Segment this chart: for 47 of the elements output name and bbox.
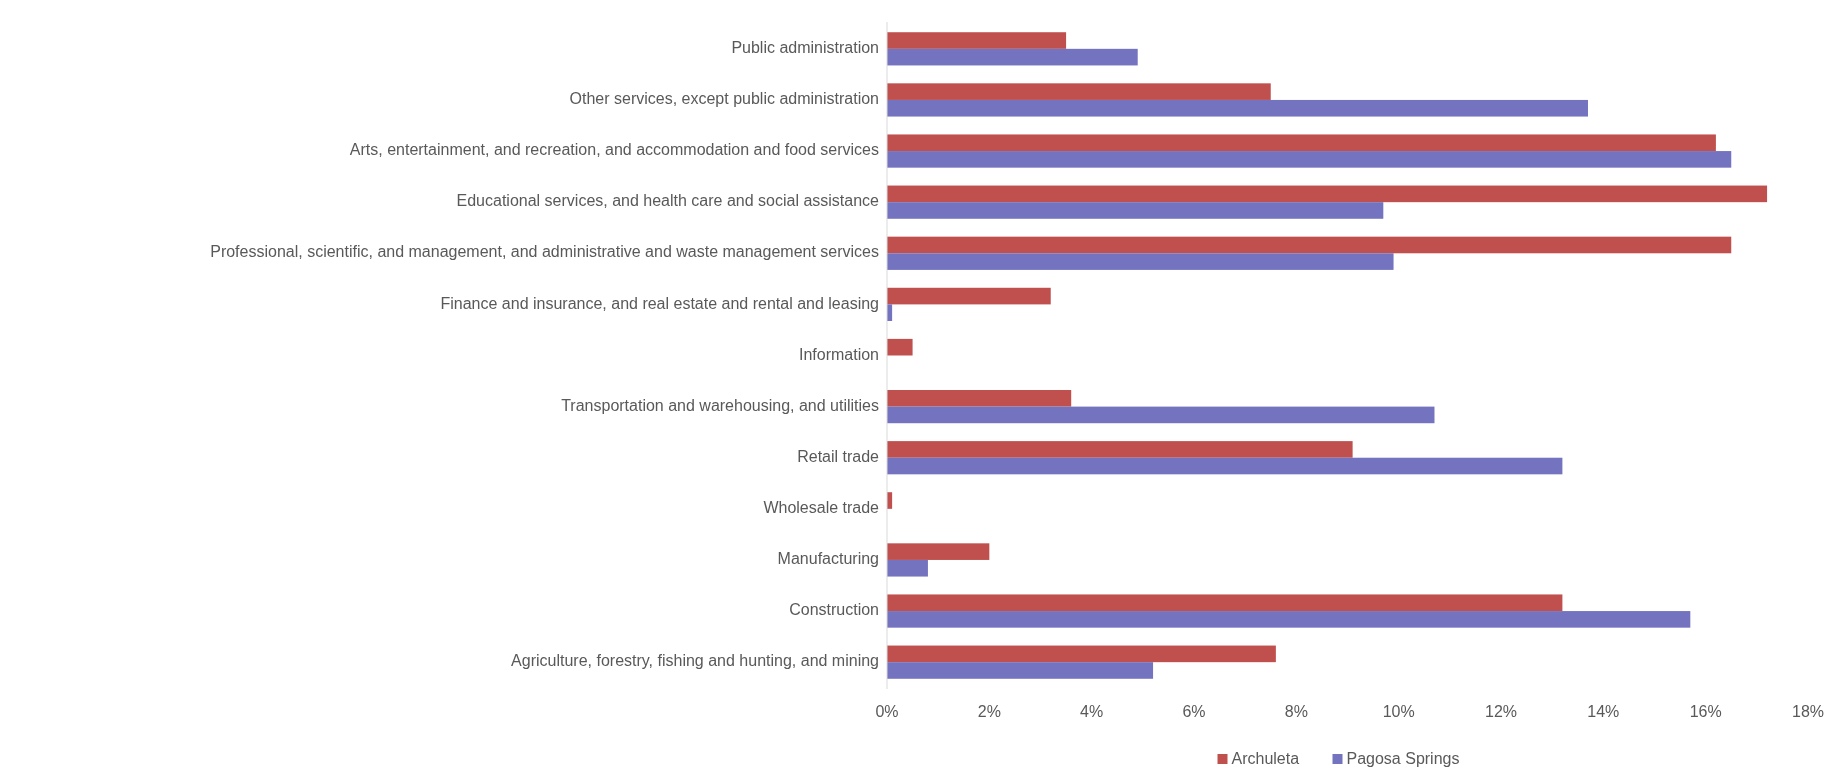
y-tick-label: Manufacturing: [777, 550, 879, 568]
x-tick-label: 10%: [1382, 703, 1415, 720]
y-tick-label: Transportation and warehousing, and utilities: [561, 396, 879, 414]
bar: [887, 390, 1072, 407]
bar: [887, 151, 1732, 168]
y-tick-label: Arts, entertainment, and recreation, and accommodation and food services: [349, 141, 879, 159]
y-tick-label: Wholesale trade: [763, 499, 880, 517]
legend-label: Archuleta: [1231, 750, 1300, 767]
bar: [887, 32, 1067, 49]
x-tick-label: 0%: [875, 703, 899, 720]
bar: [887, 185, 1768, 203]
bar: [887, 236, 1732, 254]
y-tick-label: Educational services, and health care and social assistance: [456, 192, 880, 210]
bar: [887, 543, 990, 560]
x-tick-label: 12%: [1484, 703, 1518, 720]
y-tick-label: Finance and insurance, and real estate and rental and leasing: [440, 294, 879, 312]
x-tick-label: 18%: [1791, 703, 1825, 720]
bar: [887, 406, 1435, 424]
bar: [887, 202, 1384, 219]
bar: [887, 611, 1691, 628]
y-tick-label: Professional, scientific, and management, and administrative and waste management services: [210, 243, 879, 261]
x-tick-label: 6%: [1182, 703, 1206, 720]
bar: [887, 441, 1353, 458]
bar: [887, 662, 1154, 679]
y-tick-label: Public administration: [731, 39, 879, 57]
bar: [887, 99, 1588, 117]
bar: [887, 457, 1563, 475]
y-tick-label: Information: [798, 345, 879, 363]
bar: [887, 134, 1716, 152]
y-tick-label: Retail trade: [797, 447, 880, 465]
bar: [887, 645, 1276, 663]
y-tick-label: Construction: [789, 601, 879, 619]
bar: [887, 287, 1051, 305]
x-tick-label: 2%: [977, 703, 1001, 720]
y-tick-label: Other services, except public administration: [569, 90, 879, 108]
bar: [887, 594, 1563, 612]
x-tick-label: 4%: [1080, 703, 1104, 720]
bar: [887, 48, 1138, 66]
bar: [887, 83, 1271, 100]
bar: [887, 559, 928, 577]
x-tick-label: 8%: [1284, 703, 1308, 720]
legend-label: Pagosa Springs: [1346, 750, 1460, 767]
y-tick-label: Agriculture, forestry, fishing and hunting, and mining: [511, 652, 879, 670]
x-tick-label: 16%: [1689, 703, 1722, 720]
bar: [887, 338, 913, 356]
x-tick-label: 14%: [1587, 703, 1620, 720]
bar: [887, 253, 1394, 270]
